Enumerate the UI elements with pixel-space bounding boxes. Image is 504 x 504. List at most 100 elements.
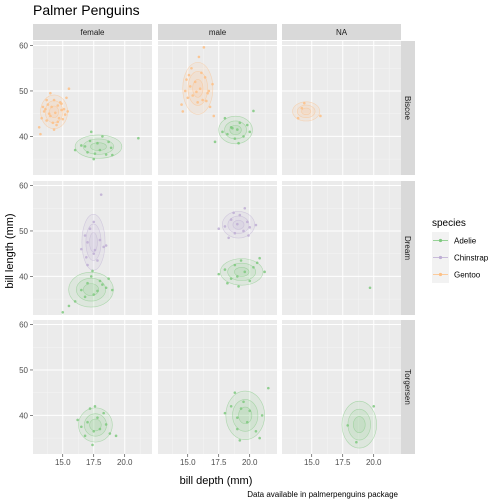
density-contour-adelie xyxy=(78,407,113,443)
point-chinstrap xyxy=(86,263,89,267)
density-contour-adelie xyxy=(89,418,102,432)
point-adelie xyxy=(104,286,108,290)
x-tick-label: 17.5 xyxy=(86,458,102,467)
point-adelie xyxy=(101,283,104,286)
legend: species Adelie Chinstrap Gentoo xyxy=(432,218,489,283)
legend-key-point xyxy=(438,238,443,243)
y-axis-title: bill length (mm) xyxy=(4,213,16,288)
point-gentoo xyxy=(51,121,55,125)
point-adelie xyxy=(80,288,83,292)
y-tick-label: 50 xyxy=(19,227,28,236)
point-adelie xyxy=(101,135,104,138)
point-adelie xyxy=(93,405,97,408)
point-gentoo xyxy=(65,96,68,100)
point-gentoo xyxy=(181,110,185,113)
point-gentoo xyxy=(61,117,65,121)
panel-background xyxy=(158,320,277,454)
panel-background xyxy=(158,181,277,315)
point-gentoo xyxy=(45,98,48,102)
point-gentoo xyxy=(183,89,187,93)
point-adelie xyxy=(92,293,96,296)
point-adelie xyxy=(83,145,87,148)
point-chinstrap xyxy=(223,225,227,228)
point-adelie xyxy=(96,416,99,419)
legend-key-point xyxy=(438,272,443,277)
point-adelie xyxy=(243,270,247,274)
point-chinstrap xyxy=(232,211,235,215)
point-adelie xyxy=(252,109,255,113)
point-adelie xyxy=(229,405,233,408)
point-adelie xyxy=(238,121,242,125)
point-chinstrap xyxy=(85,256,88,259)
point-adelie xyxy=(89,275,93,278)
point-adelie xyxy=(372,405,376,408)
point-adelie xyxy=(86,281,89,285)
point-gentoo xyxy=(195,90,198,94)
strip-right-biscoe xyxy=(399,41,415,175)
point-chinstrap xyxy=(93,248,97,252)
point-gentoo xyxy=(60,108,63,112)
point-adelie xyxy=(236,416,239,419)
y-tick-label: 50 xyxy=(19,87,28,96)
x-tick-label: 20.0 xyxy=(117,458,133,467)
density-contour-gentoo xyxy=(292,101,321,122)
point-adelie xyxy=(80,425,83,429)
legend-item-gentoo: Gentoo xyxy=(432,266,481,283)
density-contour-adelie xyxy=(341,400,377,449)
strip-top-male xyxy=(158,24,277,40)
density-contour-gentoo xyxy=(301,107,312,116)
point-adelie xyxy=(233,391,237,394)
x-tick-label: 20.0 xyxy=(242,458,258,467)
point-chinstrap xyxy=(236,222,239,226)
point-adelie xyxy=(111,153,114,157)
point-chinstrap xyxy=(83,234,87,237)
density-contour-adelie xyxy=(353,416,366,433)
point-adelie xyxy=(248,130,252,134)
point-gentoo xyxy=(67,87,71,90)
y-tick-label: 40 xyxy=(19,411,28,420)
point-adelie xyxy=(107,140,110,144)
point-gentoo xyxy=(206,91,209,95)
point-gentoo xyxy=(55,123,58,127)
point-adelie xyxy=(233,263,237,267)
x-tick-label: 17.5 xyxy=(211,458,227,467)
point-adelie xyxy=(267,386,270,390)
point-adelie xyxy=(346,424,349,427)
point-gentoo xyxy=(198,87,202,90)
point-chinstrap xyxy=(217,227,221,230)
point-adelie xyxy=(98,148,102,152)
point-gentoo xyxy=(202,46,206,49)
legend-item-adelie: Adelie xyxy=(432,232,477,249)
point-gentoo xyxy=(296,116,300,120)
y-tick-label: 60 xyxy=(19,42,28,51)
point-chinstrap xyxy=(92,252,96,255)
chart-caption: Data available in palmerpenguins package xyxy=(247,490,398,499)
point-gentoo xyxy=(185,78,188,81)
point-adelie xyxy=(98,427,102,431)
density-contour-adelie xyxy=(83,283,100,296)
density-contour-gentoo xyxy=(192,79,204,98)
legend-title: species xyxy=(432,218,466,229)
point-gentoo xyxy=(319,114,322,118)
point-adelie xyxy=(258,436,261,440)
panel-background xyxy=(282,320,401,454)
point-adelie xyxy=(255,261,259,265)
point-adelie xyxy=(107,277,110,280)
point-gentoo xyxy=(201,98,204,102)
point-adelie xyxy=(61,310,65,314)
point-adelie xyxy=(245,123,249,127)
point-adelie xyxy=(83,295,87,299)
point-gentoo xyxy=(56,120,60,124)
point-gentoo xyxy=(193,80,197,84)
point-adelie xyxy=(92,157,96,161)
point-gentoo xyxy=(187,73,191,77)
density-contour-adelie xyxy=(82,138,115,155)
point-chinstrap xyxy=(80,247,83,251)
point-adelie xyxy=(92,429,96,433)
point-adelie xyxy=(93,152,97,155)
point-adelie xyxy=(260,414,264,417)
point-adelie xyxy=(223,116,227,120)
point-gentoo xyxy=(303,101,306,105)
density-contour-adelie xyxy=(227,262,256,281)
